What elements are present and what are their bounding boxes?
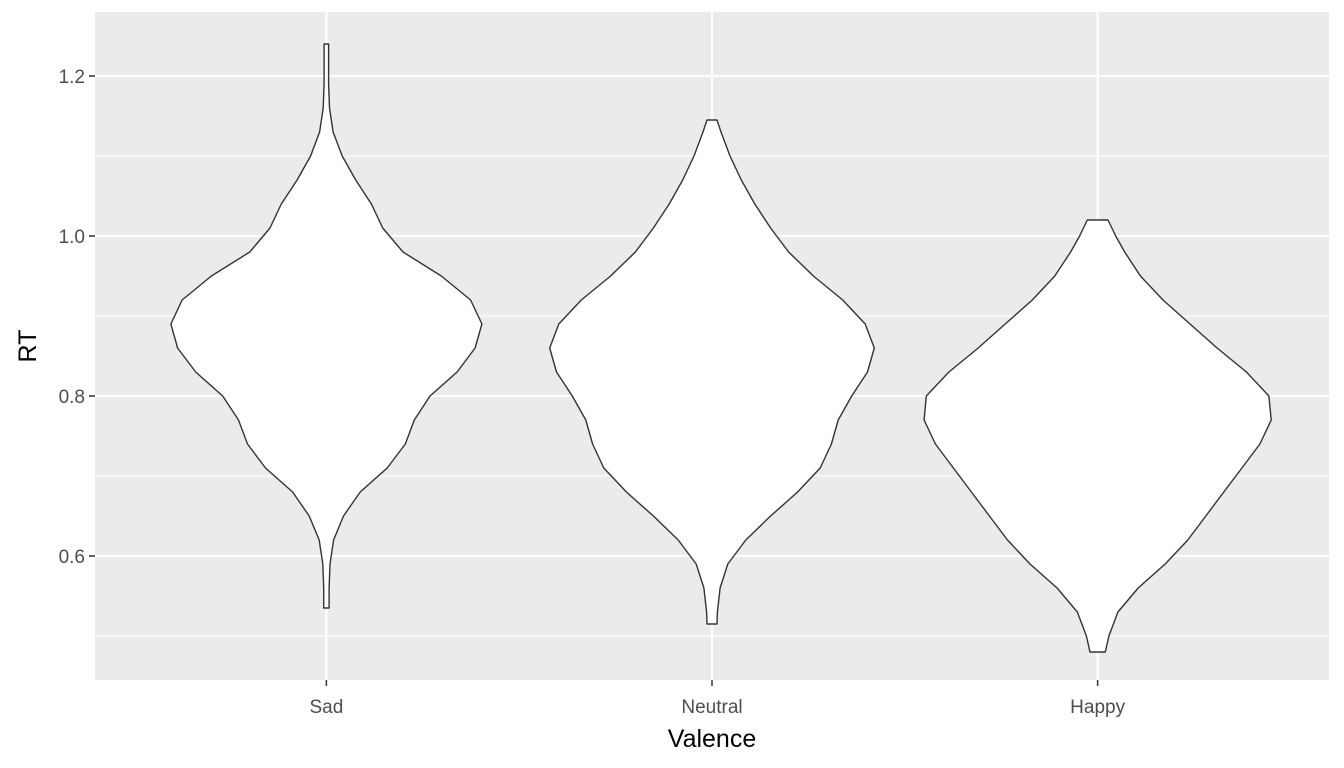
violin-neutral [549,119,875,625]
x-tick-label: Happy [1070,697,1125,718]
y-axis: 0.6 0.8 1.0 1.2 [59,67,95,568]
violin-sad [170,43,483,609]
y-tick-label: 0.8 [59,387,85,408]
x-tick-label: Neutral [681,697,742,718]
y-tick-label: 1.2 [59,67,85,88]
violin-happy [923,219,1272,653]
x-tick-label: Sad [309,697,343,718]
y-axis-title: RT [14,330,42,363]
y-tick-label: 1.0 [59,227,85,248]
x-axis-title: Valence [668,725,757,753]
y-tick-label: 0.6 [59,547,85,568]
violins [170,43,1272,653]
x-axis: Sad Neutral Happy [309,680,1126,718]
